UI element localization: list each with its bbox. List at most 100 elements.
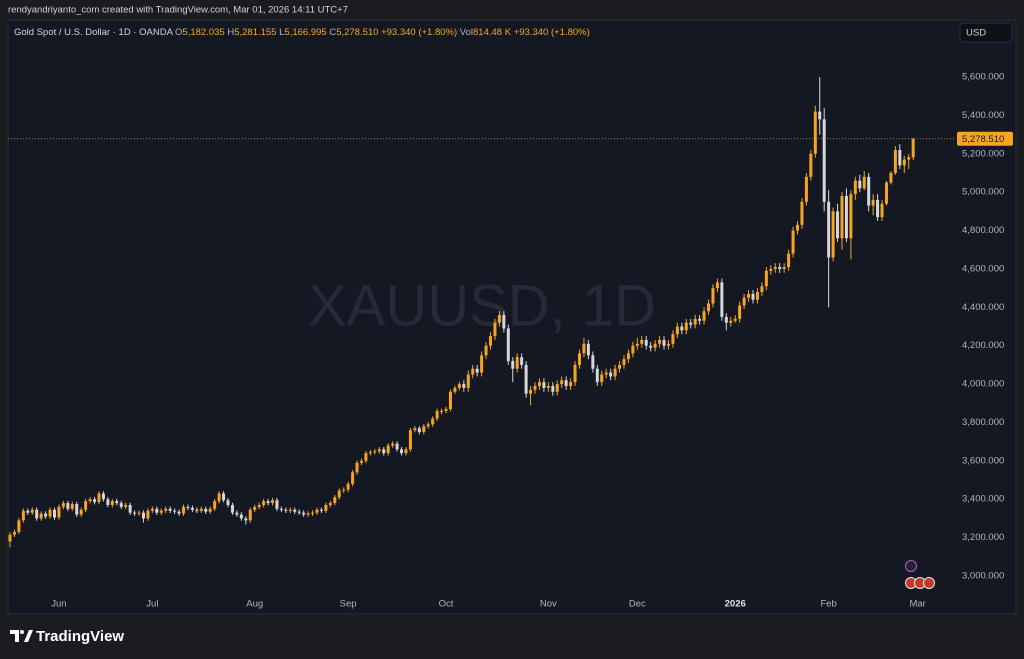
candle-body [902, 159, 906, 166]
currency-label[interactable]: USD [966, 28, 986, 39]
candle-body [876, 199, 880, 218]
candle-body [569, 382, 573, 387]
candle-body [871, 199, 875, 206]
candle-body [8, 534, 12, 542]
candle-body [12, 531, 16, 535]
candle-body [631, 345, 635, 354]
candle-body [413, 428, 417, 431]
ohlc-label: L [279, 27, 284, 38]
candle-body [880, 203, 884, 218]
candle-body [653, 343, 657, 348]
candle-body [782, 267, 786, 269]
candle-body [818, 111, 822, 120]
candle-body [884, 182, 888, 204]
candle-body [907, 157, 911, 160]
candle-body [173, 510, 177, 512]
candle-body [675, 326, 679, 335]
y-tick-label: 5,000.000 [962, 187, 1004, 198]
x-tick-label: Mar [909, 599, 925, 610]
candle-body [377, 449, 381, 452]
candle-body [431, 418, 435, 425]
candle-body [711, 288, 715, 304]
ohlc-label: H [227, 27, 234, 38]
currency-button[interactable] [959, 22, 1013, 43]
candle-body [146, 510, 150, 519]
candle-body [164, 508, 168, 511]
candle-body [760, 286, 764, 292]
candle-body [306, 513, 310, 515]
x-tick-label: Feb [820, 599, 836, 610]
candle-body [560, 380, 564, 385]
candle-body [658, 339, 662, 344]
candle-body [889, 172, 893, 183]
candle-body [858, 180, 862, 189]
y-tick-label: 5,200.000 [962, 148, 1004, 159]
candle-body [382, 449, 386, 454]
candle-body [720, 282, 724, 317]
candle-body [480, 355, 484, 373]
candle-body [333, 497, 337, 504]
candle-body [204, 508, 208, 512]
candle-body [244, 518, 248, 521]
candle-body [787, 253, 791, 268]
candle-body [311, 512, 315, 514]
candle-body [26, 510, 30, 513]
candle-body [119, 503, 123, 507]
candle-body [324, 504, 328, 511]
candle-body [609, 372, 613, 377]
candle-body [52, 509, 56, 518]
y-tick-label: 3,000.000 [962, 571, 1004, 582]
candle-body [155, 508, 159, 513]
candle-body [395, 443, 399, 450]
candle-body [693, 318, 697, 325]
candle-body [755, 291, 759, 300]
event-icon[interactable] [905, 560, 917, 572]
event-icon[interactable] [923, 577, 935, 589]
candle-body [613, 368, 617, 377]
volume-label: Vol [460, 27, 473, 38]
candle-body [226, 500, 230, 505]
ohlc-value: 5,278.510 [336, 27, 378, 38]
candle-body [253, 506, 257, 510]
x-tick-label: Nov [540, 599, 557, 610]
candle-body [391, 443, 395, 446]
candle-body [524, 364, 528, 394]
candle-body [577, 353, 581, 365]
candle-body [88, 499, 92, 502]
candle-body [853, 180, 857, 195]
candle-body [373, 451, 377, 453]
candle-body [337, 490, 341, 498]
y-tick-label: 3,800.000 [962, 417, 1004, 428]
candle-body [457, 384, 461, 388]
last-price-label: 5,278.510 [962, 134, 1004, 145]
event-icons [905, 560, 935, 589]
candle-body [849, 194, 853, 239]
candle-body [502, 315, 506, 329]
y-tick-label: 4,800.000 [962, 225, 1004, 236]
candle-body [408, 430, 412, 450]
ohlc-label: O [175, 27, 182, 38]
candle-body [422, 426, 426, 433]
candle-body [101, 493, 105, 500]
candle-body [75, 504, 79, 515]
candle-body [444, 409, 448, 411]
candle-body [453, 387, 457, 392]
candle-body [275, 500, 279, 509]
candle-body [622, 359, 626, 365]
candle-body [546, 386, 550, 388]
candle-body [97, 493, 101, 503]
ohlc-value: 5,281.155 [234, 27, 276, 38]
candle-body [840, 196, 844, 239]
y-tick-label: 5,600.000 [962, 72, 1004, 83]
candle-body [297, 511, 301, 513]
candle-body [30, 509, 34, 513]
candle-body [520, 357, 524, 365]
candle-body [626, 353, 630, 360]
candle-body [133, 512, 137, 514]
candle-body [893, 149, 897, 173]
candle-body [555, 384, 559, 392]
author-line: rendyandriyanto_com created with Trading… [8, 5, 348, 16]
candle-body [844, 196, 848, 239]
